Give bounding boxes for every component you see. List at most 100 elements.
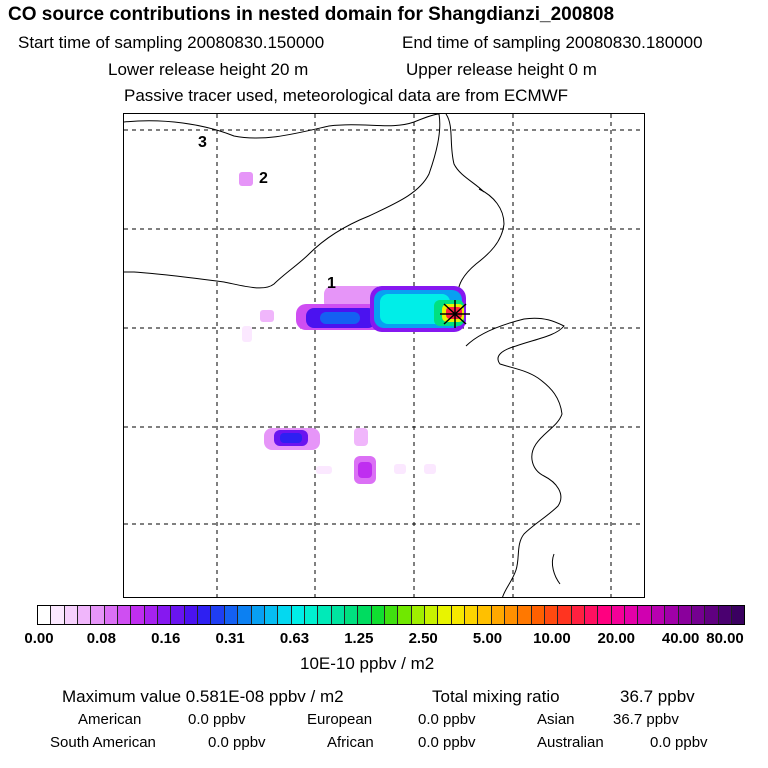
colorbar-segment — [611, 606, 626, 624]
colorbar-tick-label: 80.00 — [706, 630, 744, 647]
colorbar-segment — [238, 606, 252, 624]
map-label-3: 3 — [198, 134, 207, 151]
map-label-2: 2 — [259, 170, 268, 187]
map-panel: 3 2 1 — [123, 113, 645, 598]
colorbar-segment — [278, 606, 292, 624]
region-name: South American — [50, 734, 156, 751]
plume-patch — [239, 172, 253, 186]
region-name: European — [307, 711, 373, 728]
colorbar-segment — [651, 606, 666, 624]
border-line — [445, 114, 485, 193]
plume-patch — [260, 310, 274, 322]
maximum-value: Maximum value 0.581E-08 ppbv / m2 — [62, 687, 344, 706]
colorbar-segment — [558, 606, 572, 624]
colorbar-segment — [451, 606, 465, 624]
region-value: 0.0 ppbv — [188, 711, 246, 728]
coastline-line — [551, 553, 561, 585]
colorbar-segment — [598, 606, 612, 624]
colorbar-segment — [38, 606, 52, 624]
colorbar-tick-label: 10.00 — [533, 630, 571, 647]
colorbar-segment — [491, 606, 506, 624]
colorbar-segment — [118, 606, 132, 624]
plume-patch — [316, 466, 332, 474]
region-value: 0.0 ppbv — [650, 734, 708, 751]
colorbar-segment — [705, 606, 719, 624]
colorbar-segment — [478, 606, 492, 624]
colorbar-segment — [665, 606, 679, 624]
colorbar-segment — [678, 606, 692, 624]
colorbar-segment — [638, 606, 652, 624]
colorbar-segment — [384, 606, 399, 624]
colorbar-tick-label: 0.00 — [24, 630, 54, 647]
colorbar-segment — [625, 606, 639, 624]
colorbar-tick-label: 0.31 — [215, 630, 245, 647]
colorbar-segment — [198, 606, 212, 624]
plume-patch — [320, 312, 360, 324]
colorbar-tick-label: 2.50 — [408, 630, 438, 647]
plume — [239, 172, 466, 484]
colorbar-segment — [318, 606, 332, 624]
colorbar-segment — [251, 606, 265, 624]
region-value: 0.0 ppbv — [418, 711, 476, 728]
colorbar-tick-label: 0.16 — [151, 630, 181, 647]
map-grid — [124, 114, 644, 597]
colorbar-tick-label: 0.08 — [86, 630, 116, 647]
plume-patch — [424, 464, 436, 474]
colorbar-tick-label: 40.00 — [661, 630, 700, 647]
plume-patch — [358, 462, 372, 478]
colorbar-segment — [718, 606, 732, 624]
colorbar-segment — [331, 606, 345, 624]
colorbar-segment — [411, 606, 425, 624]
map-svg — [124, 114, 644, 597]
colorbar-segment — [304, 606, 319, 624]
border-line — [124, 114, 441, 289]
colorbar-segment — [171, 606, 185, 624]
tracer-note: Passive tracer used, meteorological data… — [124, 86, 569, 105]
colorbar-segment — [224, 606, 239, 624]
plume-patch — [354, 428, 368, 446]
plume-patch — [242, 326, 252, 342]
colorbar-segment — [131, 606, 145, 624]
coastline — [124, 114, 565, 597]
total-mixing-label: Total mixing ratio — [432, 687, 560, 706]
coastline-line — [465, 317, 565, 597]
region-value: 36.7 ppbv — [613, 711, 679, 728]
region-value: 0.0 ppbv — [208, 734, 266, 751]
colorbar-segment — [78, 606, 92, 624]
region-name: American — [78, 711, 142, 728]
colorbar-segment — [104, 606, 119, 624]
colorbar-segment — [465, 606, 479, 624]
chart-title: CO source contributions in nested domain… — [8, 4, 615, 25]
colorbar-segment — [531, 606, 546, 624]
colorbar-tick-label: 5.00 — [472, 630, 503, 647]
colorbar-tick-label: 20.00 — [597, 630, 636, 647]
colorbar-segment — [211, 606, 225, 624]
region-name: African — [327, 734, 374, 751]
colorbar-segment — [424, 606, 439, 624]
colorbar-segment — [571, 606, 586, 624]
colorbar-segment — [344, 606, 359, 624]
receptor-marker — [440, 300, 470, 328]
colorbar-segment — [144, 606, 159, 624]
plume-patch — [380, 294, 450, 324]
map-label-1: 1 — [327, 275, 336, 292]
lower-release-text: Lower release height 20 m — [108, 60, 309, 79]
colorbar-segment — [358, 606, 372, 624]
start-sampling-text: Start time of sampling 20080830.150000 — [18, 33, 325, 52]
colorbar-segment — [518, 606, 532, 624]
colorbar-segment — [51, 606, 65, 624]
colorbar-segment — [438, 606, 452, 624]
region-name: Australian — [537, 734, 604, 751]
upper-release-text: Upper release height 0 m — [406, 60, 597, 79]
colorbar-segment — [691, 606, 706, 624]
colorbar-tick-label: 0.63 — [279, 630, 310, 647]
colorbar-tick-label: 1.25 — [344, 630, 374, 647]
colorbar — [37, 605, 745, 625]
colorbar-segment — [585, 606, 599, 624]
colorbar-segment — [731, 606, 745, 624]
colorbar-segment — [184, 606, 199, 624]
region-value: 0.0 ppbv — [418, 734, 476, 751]
colorbar-segment — [371, 606, 385, 624]
colorbar-segment — [264, 606, 279, 624]
colorbar-segment — [545, 606, 559, 624]
